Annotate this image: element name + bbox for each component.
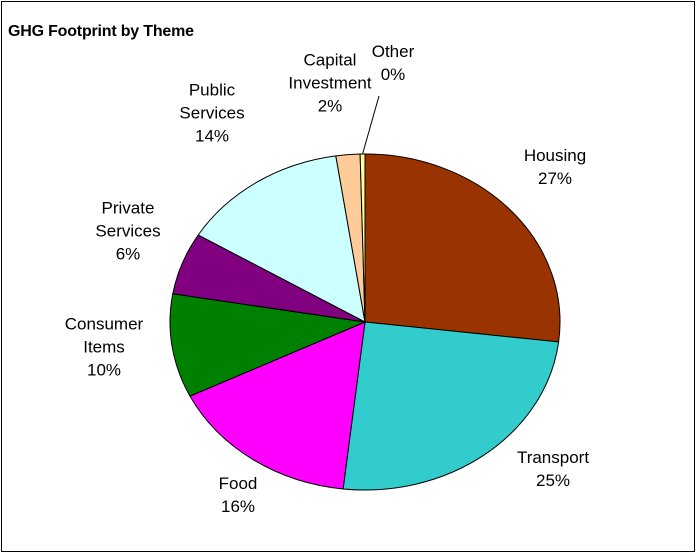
slice-label-private-services: Private Services 6% (95, 198, 160, 263)
slice-label-housing: Housing 27% (524, 146, 586, 188)
slice-labels: Housing 27% Transport 25% Food 16% Consumer Ite… (65, 42, 590, 516)
pie-slice-food (189, 321, 366, 490)
pie-slice-transport (342, 321, 560, 491)
pie-slice-consumer-items (169, 293, 367, 397)
pie-slice-public-services (197, 155, 366, 323)
slice-label-food: Food 16% (219, 474, 258, 516)
pie-slice-housing (364, 153, 561, 343)
slice-label-capital-investment: Capital Investment 2% (288, 50, 371, 115)
chart-title: GHG Footprint by Theme (8, 23, 194, 40)
leader-line-other (362, 95, 380, 155)
slice-label-public-services: Public Services 14% (179, 80, 244, 145)
slice-label-consumer-items: Consumer Items 10% (65, 314, 144, 379)
pie-slice-other (359, 153, 366, 323)
pie-slices (169, 153, 561, 491)
leader-lines (362, 95, 380, 155)
slice-label-other: Other 0% (372, 42, 415, 84)
slice-label-transport: Transport 25% (517, 448, 589, 490)
